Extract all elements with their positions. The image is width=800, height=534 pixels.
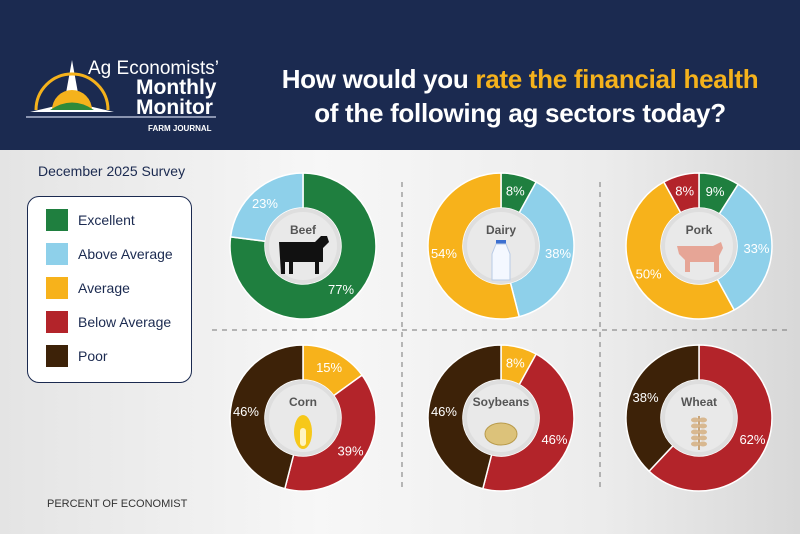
legend-item: Poor xyxy=(46,345,108,367)
donut-pork: 9% 33% 50% 8% Pork xyxy=(625,172,773,320)
data-label: 46% xyxy=(233,404,259,419)
data-label: 62% xyxy=(739,432,765,447)
legend: Excellent Above Average Average Below Avera… xyxy=(27,196,192,383)
donut-wheat: 62% 38% Wheat xyxy=(625,344,773,492)
pig-icon xyxy=(677,242,723,272)
data-label: 46% xyxy=(541,432,567,447)
sector-label: Dairy xyxy=(486,223,516,237)
legend-swatch xyxy=(46,243,68,265)
logo-title-line2: Monthly Monitor xyxy=(136,76,217,119)
data-label: 23% xyxy=(252,196,278,211)
legend-item: Excellent xyxy=(46,209,135,231)
footer-note: PERCENT OF ECONOMIST xyxy=(47,498,188,510)
survey-label: December 2025 Survey xyxy=(38,163,186,179)
donut-corn: 15% 39% 46% Corn xyxy=(229,344,377,492)
donut-beef: 77% 23% Beef xyxy=(229,172,377,320)
compass-sun-logo-icon xyxy=(30,60,114,112)
legend-label: Poor xyxy=(78,348,108,364)
sector-label: Corn xyxy=(289,395,317,409)
data-label: 38% xyxy=(633,390,659,405)
data-label: 39% xyxy=(338,443,364,458)
data-label: 46% xyxy=(431,404,457,419)
donut-dairy: 8% 38% 54% Dairy xyxy=(427,172,575,320)
sector-label: Pork xyxy=(686,223,713,237)
data-label: 33% xyxy=(743,241,769,256)
data-label: 50% xyxy=(636,267,662,282)
data-label: 15% xyxy=(316,360,342,375)
legend-item: Above Average xyxy=(46,243,173,265)
farm-journal-brand: FARM JOURNAL xyxy=(148,124,212,133)
soybean-icon xyxy=(484,422,518,446)
data-label: 8% xyxy=(675,183,694,198)
cow-icon xyxy=(279,236,329,274)
legend-item: Below Average xyxy=(46,311,171,333)
milk-bottle-icon xyxy=(491,240,511,281)
data-label: 8% xyxy=(506,183,525,198)
legend-swatch xyxy=(46,277,68,299)
page-title: How would you rate the financial health … xyxy=(281,64,759,128)
legend-swatch xyxy=(46,311,68,333)
data-label: 9% xyxy=(706,184,725,199)
header: Ag Economists’ Monthly Monitor FARM JOURN… xyxy=(0,0,800,150)
legend-label: Average xyxy=(78,280,130,296)
logo-title-line1: Ag Economists’ xyxy=(88,58,219,79)
data-label: 77% xyxy=(328,282,354,297)
sector-label: Beef xyxy=(290,223,317,237)
legend-label: Excellent xyxy=(78,212,135,228)
corn-icon xyxy=(294,415,312,449)
logo-divider xyxy=(26,116,216,118)
legend-swatch xyxy=(46,209,68,231)
data-label: 38% xyxy=(545,246,571,261)
donut-soybeans: 8% 46% 46% Soybeans xyxy=(427,344,575,492)
wheat-icon xyxy=(691,416,707,450)
legend-label: Below Average xyxy=(78,314,172,330)
sector-label: Soybeans xyxy=(473,395,530,409)
legend-label: Above Average xyxy=(78,246,173,262)
data-label: 54% xyxy=(431,246,457,261)
legend-item: Average xyxy=(46,277,130,299)
data-label: 8% xyxy=(506,355,525,370)
sector-label: Wheat xyxy=(681,395,717,409)
legend-swatch xyxy=(46,345,68,367)
